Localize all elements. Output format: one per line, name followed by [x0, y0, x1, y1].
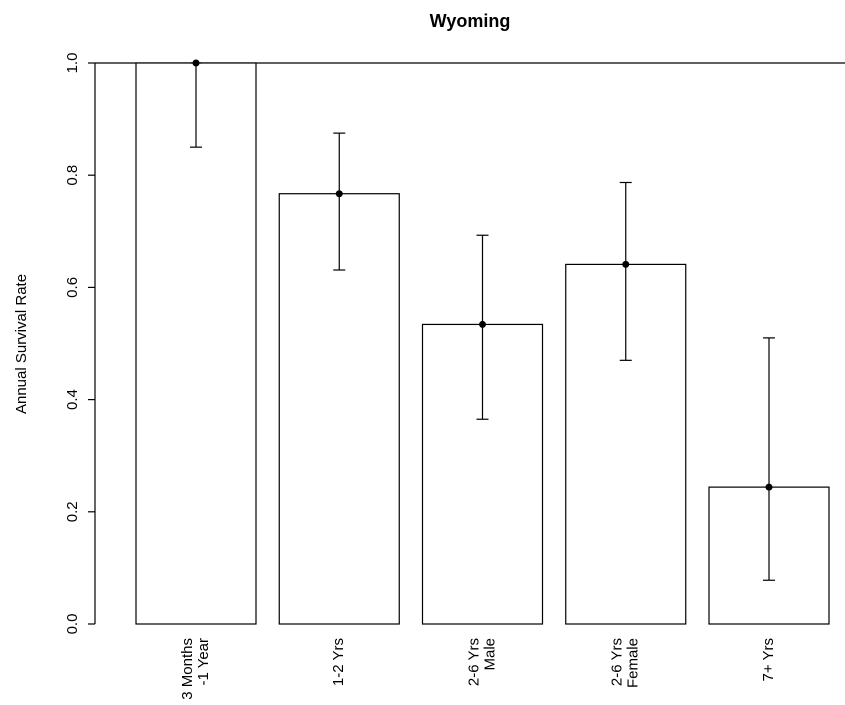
x-tick-label: 7+ Yrs [760, 638, 777, 682]
y-axis-label: Annual Survival Rate [13, 274, 30, 414]
bar [135, 62, 257, 625]
chart-title: Wyoming [430, 11, 511, 31]
error-bar [333, 132, 346, 271]
x-tick-label: Female [625, 638, 642, 688]
x-tick-label: Male [481, 638, 498, 671]
x-tick-label: 3 Months [179, 638, 196, 700]
y-tick-label: 0.8 [64, 165, 81, 186]
x-tick-label: 2-6 Yrs [609, 638, 626, 686]
point [622, 260, 630, 268]
y-tick-label: 1.0 [64, 53, 81, 74]
y-tick-label: 0.6 [64, 277, 81, 298]
error-bar [763, 337, 775, 581]
point [335, 190, 343, 198]
y-tick-label: 0.0 [64, 614, 81, 635]
point [479, 320, 486, 328]
x-tick-label: -1 Year [195, 638, 212, 686]
error-bar [619, 181, 632, 361]
y-tick-label: 0.4 [64, 389, 81, 410]
x-tick-label: 2-6 Yrs [465, 638, 482, 686]
y-tick-label: 0.2 [64, 501, 81, 522]
x-tick-label: 1-2 Yrs [330, 638, 347, 686]
point [765, 483, 773, 491]
point [192, 59, 200, 67]
